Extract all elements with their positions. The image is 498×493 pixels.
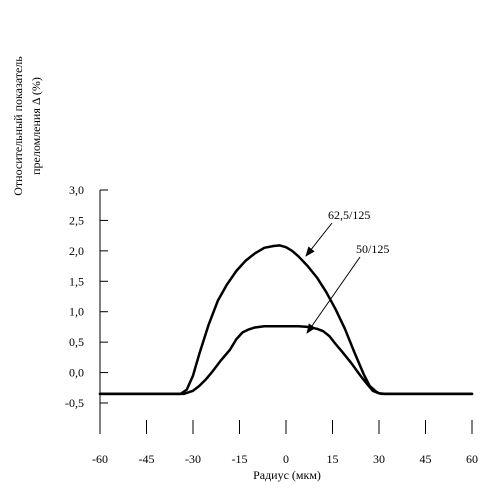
x-tick-label: 60 [466, 452, 478, 466]
x-tick-label: -45 [139, 452, 155, 466]
annotation-arrow-62-5-125 [305, 222, 333, 257]
y-tick-label: 0,5 [69, 335, 84, 349]
x-axis-ticks: -60 -45 -30 -15 0 15 30 45 60 [92, 420, 478, 466]
y-tick-label: 3,0 [69, 183, 84, 197]
series-line-1 [98, 325, 474, 396]
x-tick-label: -30 [185, 452, 201, 466]
annotation-arrow-50-125 [306, 256, 361, 334]
x-tick-label: -60 [92, 452, 108, 466]
series-line-0 [98, 244, 474, 396]
x-tick-label: -15 [232, 452, 248, 466]
x-tick-label: 15 [327, 452, 339, 466]
y-tick-label: 1,5 [69, 274, 84, 288]
x-axis-label: Радиус (мкм) [253, 468, 321, 482]
y-tick-label: 1,0 [69, 305, 84, 319]
y-tick-label: 2,5 [69, 213, 84, 227]
annotation-label-50-125: 50/125 [356, 242, 389, 256]
y-tick-label: 0,0 [69, 366, 84, 380]
y-axis-label-line-1: Относительный показатель [11, 56, 25, 196]
y-tick-label: 2,0 [69, 244, 84, 258]
annotation-label-62-5-125: 62,5/125 [328, 208, 370, 222]
x-tick-label: 30 [373, 452, 385, 466]
y-axis-ticks: 3,0 2,5 2,0 1,5 1,0 0,5 0,0 -0,5 [65, 183, 108, 410]
y-tick-label: -0,5 [65, 396, 84, 410]
x-tick-label: 0 [283, 452, 289, 466]
series-lines [98, 244, 474, 396]
x-tick-label: 45 [420, 452, 432, 466]
y-axis-label-line-2: преломления Δ (%) [29, 77, 43, 175]
